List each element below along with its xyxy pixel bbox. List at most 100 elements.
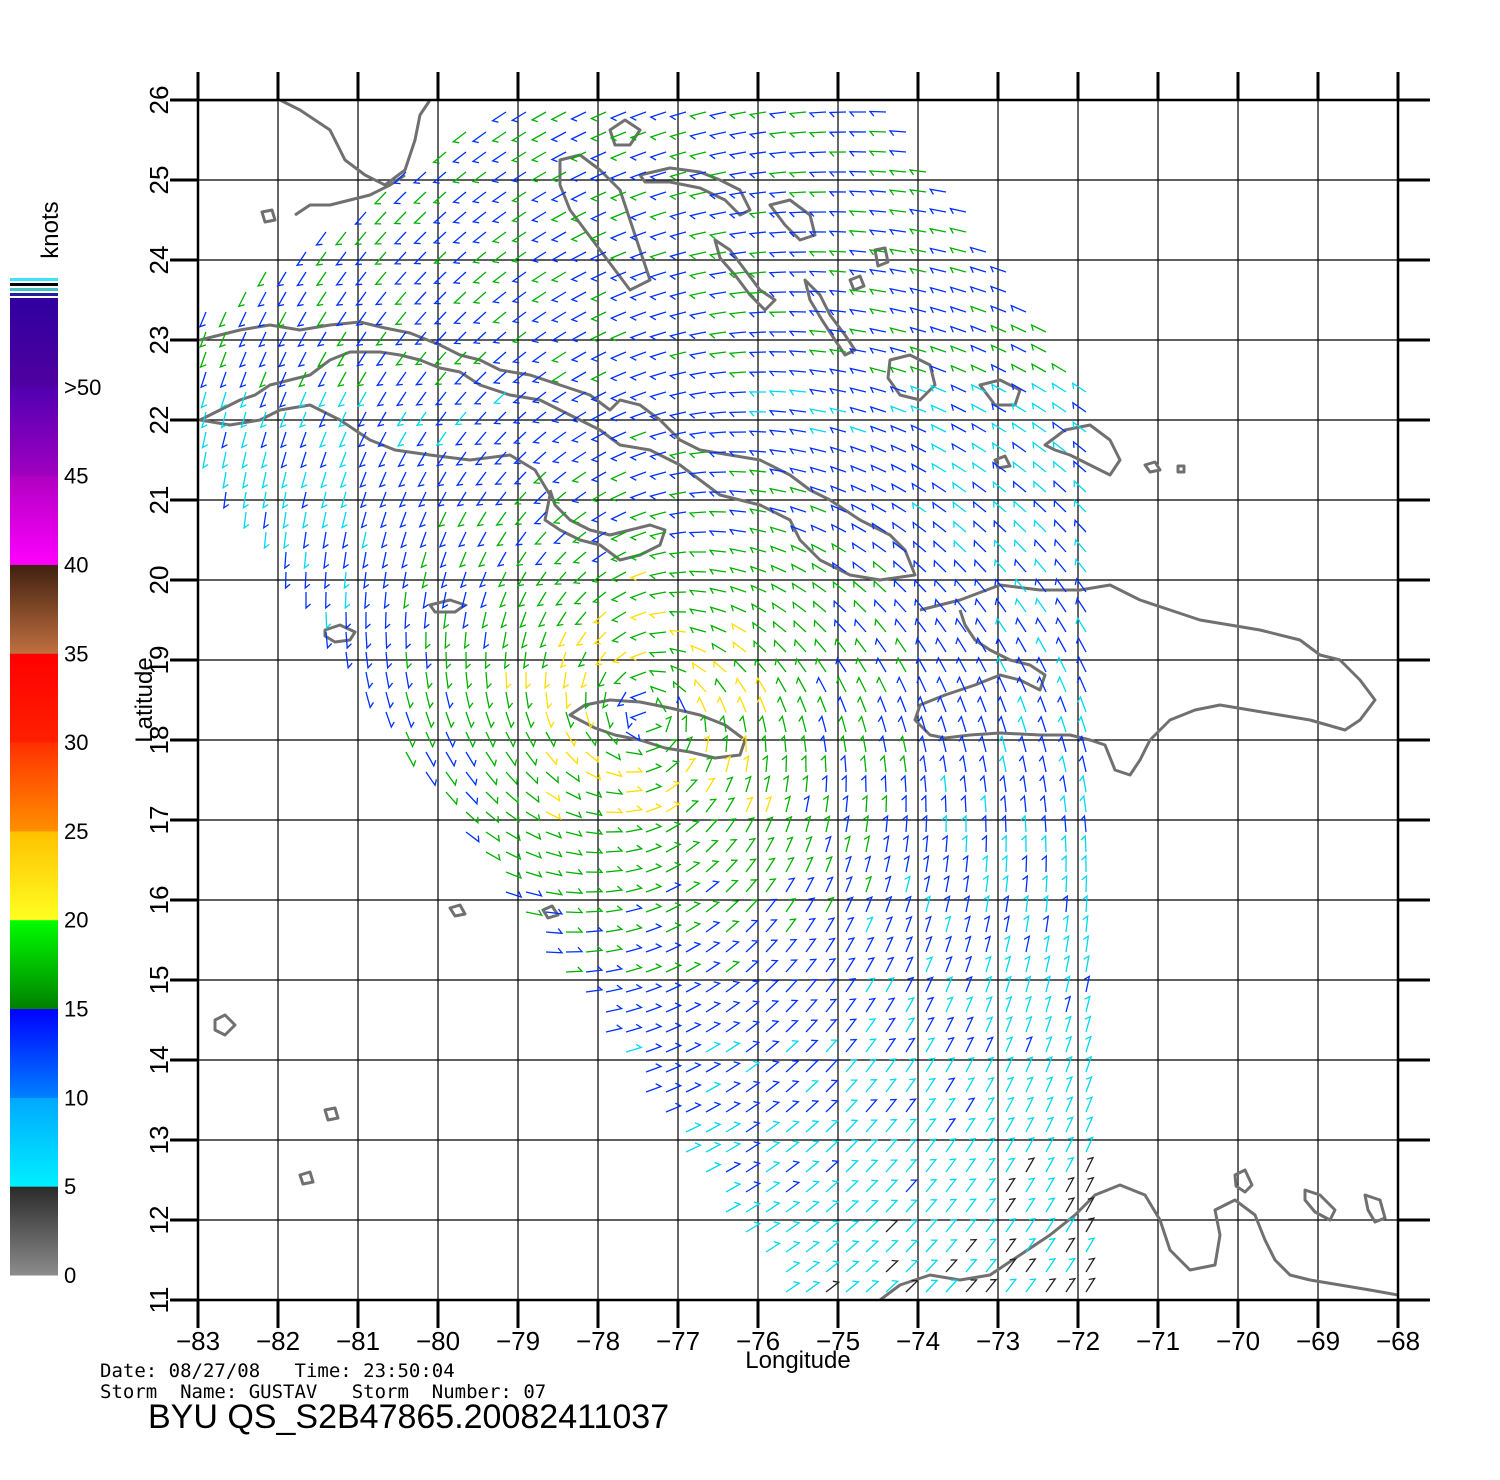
wind-barb: [571, 491, 587, 504]
wind-barb: [414, 371, 427, 386]
wind-barb: [491, 271, 507, 284]
wind-barb: [625, 785, 644, 793]
wind-barb: [570, 371, 587, 383]
wind-barb: [793, 619, 807, 633]
wind-barb: [911, 482, 927, 493]
coast-south-america: [879, 1183, 1398, 1300]
wind-barb: [218, 331, 227, 348]
wind-barb: [949, 207, 967, 215]
wind-barb: [768, 370, 787, 377]
wind-barb: [625, 844, 644, 853]
wind-barb: [828, 111, 847, 118]
wind-barb: [765, 1180, 781, 1193]
wind-barb: [1005, 1096, 1015, 1113]
wind-barb: [810, 543, 827, 553]
wind-barb: [748, 111, 767, 119]
wind-barb: [933, 539, 947, 553]
wind-barb: [559, 651, 567, 669]
wind-barb: [609, 151, 627, 162]
wind-barb: [765, 1160, 781, 1173]
wind-barb: [845, 1179, 860, 1193]
wind-barb: [1024, 955, 1031, 973]
wind-barb: [1057, 735, 1067, 753]
time-value: 23:50:04: [363, 1360, 455, 1382]
wind-barb: [931, 481, 947, 493]
lat-tick-label: 17: [144, 806, 174, 835]
wind-barb: [745, 1121, 761, 1133]
wind-barb: [629, 351, 647, 361]
wind-barb: [550, 111, 567, 123]
wind-barb: [1005, 1157, 1016, 1173]
wind-barb: [377, 431, 387, 448]
wind-barb: [1044, 995, 1052, 1013]
wind-barb: [645, 1083, 663, 1093]
wind-barb: [989, 304, 1007, 313]
wind-barb: [805, 1039, 819, 1053]
wind-barb: [848, 230, 867, 236]
wind-barb: [851, 522, 867, 533]
wind-barb: [511, 271, 527, 284]
wind-barb: [1045, 1278, 1057, 1293]
wind-barb: [871, 502, 887, 513]
wind-barb: [519, 611, 527, 629]
wind-barb: [805, 1059, 819, 1073]
wind-barb: [820, 754, 827, 773]
wind-barb: [869, 327, 887, 335]
wind-barb: [1065, 1075, 1074, 1093]
wind-barb: [994, 597, 1007, 613]
wind-barb: [629, 491, 647, 501]
wind-barb: [828, 191, 847, 197]
wind-barb: [829, 387, 847, 395]
wind-barb: [649, 231, 667, 241]
wind-barb: [905, 1199, 919, 1213]
wind-barb: [865, 1239, 880, 1253]
wind-barb: [340, 491, 348, 509]
wind-barb: [845, 1038, 858, 1053]
wind-barb: [955, 656, 967, 673]
wind-barb: [1059, 774, 1067, 793]
wind-barb: [870, 444, 887, 453]
wind-barb: [437, 511, 447, 528]
wind-barb: [585, 886, 604, 893]
wind-barb: [413, 291, 427, 305]
wind-barb: [403, 591, 410, 610]
wind-barb: [433, 331, 447, 345]
wind-barb: [785, 856, 795, 873]
wind-barb: [809, 466, 827, 474]
wind-barb: [433, 291, 447, 305]
wind-barb: [785, 959, 799, 973]
wind-barb: [1013, 499, 1027, 513]
wind-barb: [688, 291, 707, 300]
wind-barb: [237, 311, 247, 328]
wind-barb: [570, 131, 587, 142]
wind-barb: [1032, 460, 1047, 473]
wind-barb: [768, 468, 787, 475]
wind-barb: [570, 191, 587, 203]
wind-barb: [282, 511, 289, 530]
wind-barb: [477, 551, 487, 568]
wind-barb: [969, 324, 987, 333]
wind-barb: [239, 371, 247, 389]
coast-small-10: [298, 1170, 315, 1186]
lat-tick-label: 23: [144, 326, 174, 355]
wind-barb: [685, 1142, 703, 1153]
wind-barb: [745, 919, 759, 933]
wind-barb: [876, 676, 887, 693]
wind-barb: [925, 915, 932, 933]
wind-barb: [829, 426, 847, 434]
wind-barb: [685, 1082, 702, 1093]
wind-barb: [685, 779, 699, 793]
wind-barb: [865, 1179, 879, 1193]
wind-barb: [921, 814, 928, 833]
wind-barb: [1080, 834, 1087, 853]
wind-barb: [762, 754, 769, 773]
wind-barb: [949, 266, 967, 274]
wind-barb: [412, 171, 427, 184]
wind-barb: [1044, 975, 1051, 993]
wind-barb: [1040, 834, 1047, 853]
wind-barb: [965, 955, 973, 973]
wind-barb: [1084, 995, 1091, 1013]
wind-barb: [849, 406, 867, 414]
wind-barb: [611, 651, 627, 664]
